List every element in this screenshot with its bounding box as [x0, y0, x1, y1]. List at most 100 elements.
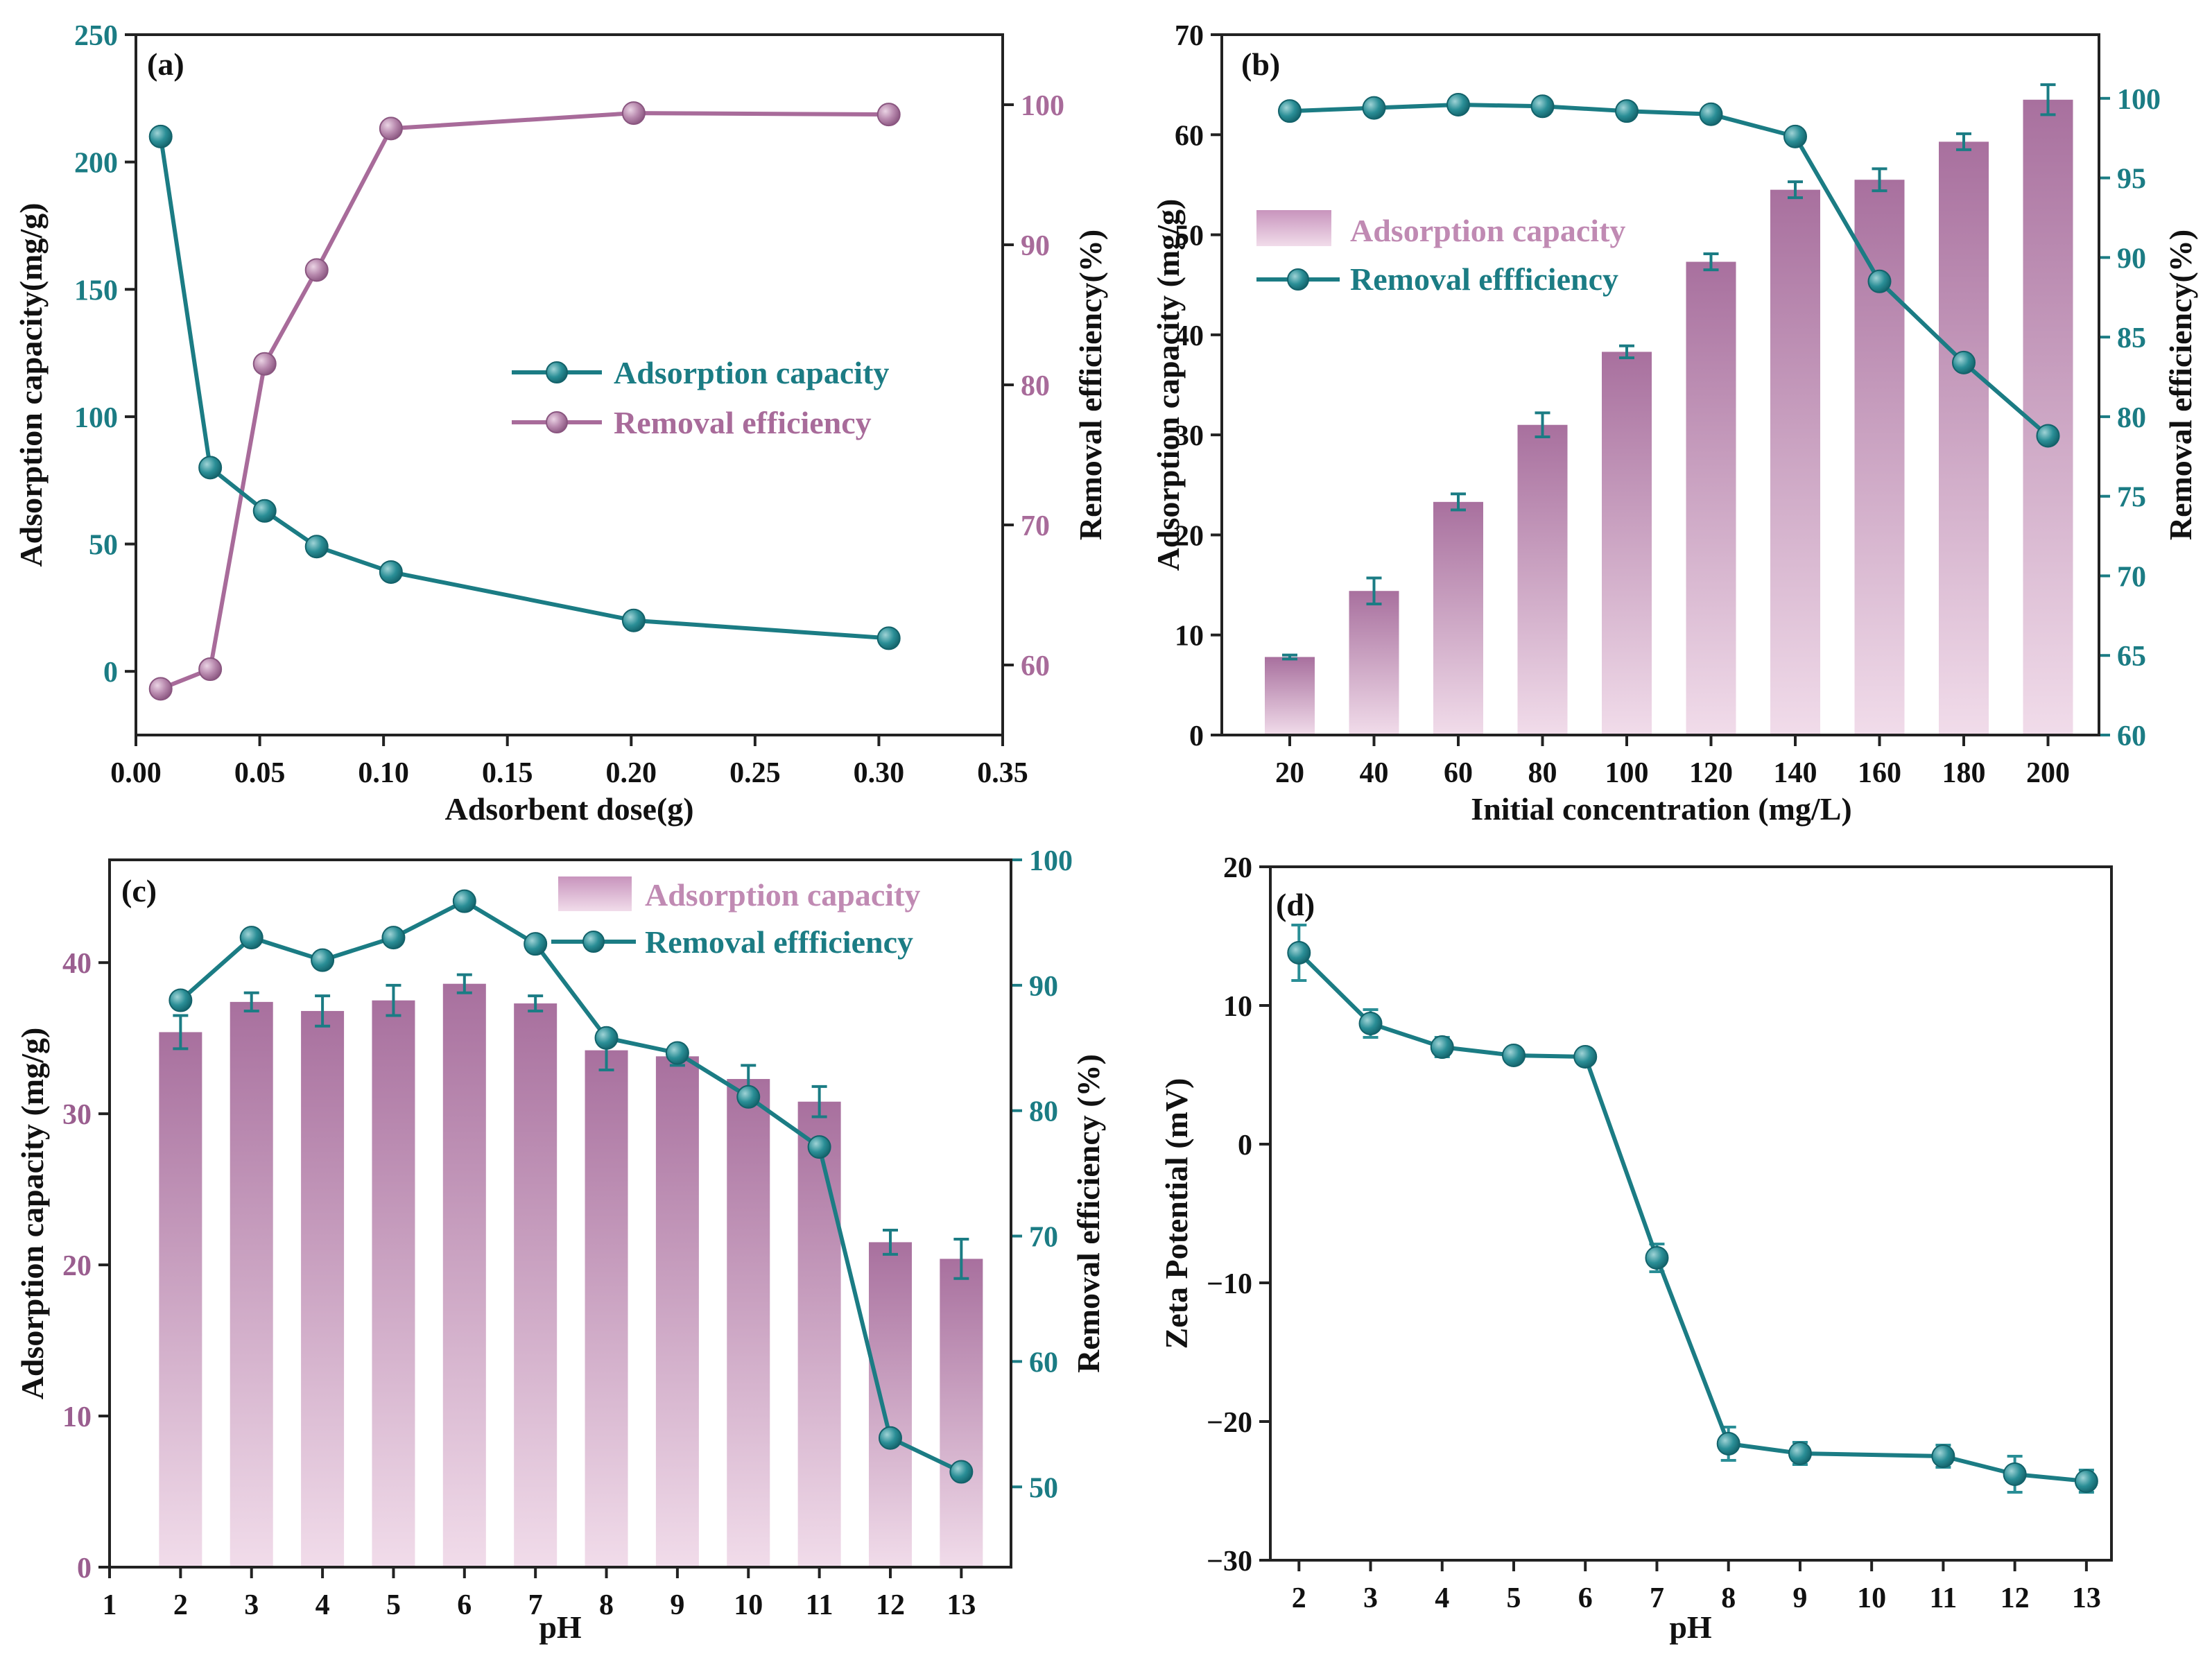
- zeta-potential-point: [2003, 1462, 2027, 1486]
- x-tick-label: 0.05: [234, 757, 286, 789]
- right-y-tick-label: 80: [2117, 402, 2146, 434]
- x-tick-label: 11: [1930, 1582, 1958, 1614]
- adsorption-capacity-bar: [868, 1242, 912, 1567]
- zeta-potential-point: [1788, 1442, 1812, 1465]
- adsorption-capacity-bar: [1854, 180, 1905, 735]
- left-y-tick-label: 50: [89, 530, 118, 562]
- left-y-tick-label: 30: [1175, 420, 1204, 452]
- removal-efficiency-point: [1278, 99, 1302, 123]
- adsorption-capacity-bar: [1265, 657, 1315, 735]
- removal-efficiency-point: [876, 103, 901, 127]
- left-y-tick-label: 0: [77, 1553, 92, 1584]
- adsorption-capacity-bar: [1939, 141, 1989, 735]
- removal-efficiency-point: [1699, 102, 1723, 126]
- x-tick-label: 1: [103, 1589, 117, 1621]
- right-y-tick-label: 90: [1029, 971, 1058, 1003]
- right-y-tick-label: 70: [1021, 510, 1050, 542]
- legend-label-removal-effficiency: Removal effficiency: [1350, 261, 1618, 297]
- removal-efficiency-point: [807, 1135, 831, 1159]
- adsorption-capacity-bar: [655, 1056, 699, 1567]
- left-y-tick-label: 40: [62, 948, 92, 980]
- removal-efficiency-point: [311, 948, 335, 972]
- adsorption-capacity-bar: [442, 983, 486, 1567]
- panel-a-adsorbent-dose: 0.00 0.05 0.10 0.15 0.20 0.25 0.30 0.35 0 50 100 15…: [13, 20, 1108, 827]
- removal-efficiency-point: [621, 101, 646, 126]
- left-y-tick-label: 150: [74, 275, 118, 306]
- adsorption-capacity-bar: [2023, 99, 2073, 736]
- panel-a-plot-frame: [135, 33, 1004, 736]
- right-y-tick-label: 60: [2117, 720, 2146, 752]
- panel-b-legend: Adsorption capacity Removal effficiency: [1256, 210, 1625, 297]
- removal-efficiency-point: [379, 116, 403, 141]
- panel-c-left-axis-title: Adsorption capacity (mg/g): [15, 1028, 50, 1400]
- removal-efficiency-point: [1867, 269, 1892, 293]
- removal-efficiency-line: [159, 111, 889, 691]
- adsorption-capacity-point: [304, 535, 329, 559]
- x-tick-label: 0.10: [358, 757, 409, 789]
- right-y-tick-label: 75: [2117, 482, 2146, 514]
- x-tick-label: 40: [1360, 757, 1389, 789]
- legend-marker-removal-efficiency: [546, 411, 568, 433]
- x-tick-label: 10: [734, 1589, 763, 1621]
- removal-efficiency-line: [179, 899, 962, 1474]
- right-y-tick-label: 80: [1021, 370, 1050, 402]
- adsorption-capacity-bar: [372, 1000, 415, 1567]
- x-tick-label: 2: [173, 1589, 188, 1621]
- left-y-tick-label: 10: [62, 1401, 92, 1433]
- adsorption-capacity-bar: [514, 1003, 558, 1567]
- x-tick-label: 80: [1528, 757, 1557, 789]
- adsorption-capacity-bar: [585, 1050, 628, 1567]
- removal-efficiency-point: [169, 988, 193, 1012]
- left-y-tick-label: 20: [1175, 520, 1204, 552]
- x-tick-label: 6: [457, 1589, 472, 1621]
- panel-d-zeta-potential: 2 3 4 5 6 7 8 9 10 11 12 13 −30 −20 −10 0 10 20 (d) pH Ze…: [1159, 852, 2113, 1645]
- x-tick-label: 4: [316, 1589, 330, 1621]
- x-tick-label: 180: [1942, 757, 1986, 789]
- removal-efficiency-point: [1446, 93, 1470, 116]
- zeta-potential-point: [2074, 1469, 2098, 1493]
- left-y-tick-label: 10: [1223, 991, 1252, 1023]
- x-tick-label: 5: [1506, 1582, 1521, 1614]
- zeta-potential-point: [1358, 1012, 1383, 1035]
- zeta-potential-line: [1297, 951, 2087, 1483]
- removal-efficiency-point: [1783, 124, 1807, 148]
- adsorption-capacity-bar: [1433, 501, 1483, 735]
- right-y-tick-label: 100: [1029, 845, 1073, 877]
- panel-d-y-axis-title: Zeta Potential (mV): [1159, 1078, 1194, 1349]
- x-tick-label: 3: [244, 1589, 259, 1621]
- x-tick-label: 9: [1792, 1582, 1807, 1614]
- legend-marker-adsorption-capacity: [546, 361, 568, 383]
- removal-efficiency-point: [878, 1426, 902, 1450]
- right-y-tick-label: 50: [1029, 1472, 1058, 1504]
- removal-efficiency-point: [1530, 94, 1555, 119]
- left-y-tick-label: 30: [62, 1099, 92, 1131]
- x-tick-label: 0.15: [482, 757, 533, 789]
- left-y-tick-label: −10: [1207, 1268, 1252, 1300]
- x-tick-label: 12: [2001, 1582, 2030, 1614]
- x-tick-label: 9: [670, 1589, 684, 1621]
- panel-a-x-axis-title: Adsorbent dose(g): [444, 791, 693, 827]
- removal-efficiency-point: [148, 677, 173, 701]
- zeta-potential-point: [1716, 1432, 1740, 1456]
- panel-c-label: (c): [121, 873, 157, 908]
- x-tick-label: 140: [1774, 757, 1817, 789]
- adsorption-capacity-point: [252, 499, 277, 523]
- x-tick-label: 5: [386, 1589, 401, 1621]
- zeta-potential-point: [1931, 1444, 1955, 1468]
- panel-b-left-axis-title: Adsorption capacity (mg/g): [1150, 199, 1186, 571]
- legend-marker-removal-effficiency: [1287, 268, 1309, 291]
- removal-efficiency-point: [1952, 350, 1976, 374]
- x-tick-label: 11: [806, 1589, 833, 1621]
- removal-efficiency-point: [304, 258, 329, 282]
- panel-a-right-axis-title: Removal efficiency(%): [1073, 230, 1108, 540]
- right-y-tick-label: 70: [1029, 1222, 1058, 1254]
- right-y-tick-label: 60: [1021, 650, 1050, 682]
- x-tick-label: 7: [528, 1589, 543, 1621]
- panel-d-x-axis-title: pH: [1669, 1609, 1712, 1645]
- panel-a-legend: Adsorption capacity Removal efficiency: [512, 355, 889, 440]
- adsorption-capacity-point: [379, 560, 403, 584]
- x-tick-label: 13: [947, 1589, 976, 1621]
- x-tick-label: 13: [2072, 1582, 2101, 1614]
- x-tick-label: 100: [1605, 757, 1649, 789]
- panel-c-plot-frame: [108, 858, 1012, 1569]
